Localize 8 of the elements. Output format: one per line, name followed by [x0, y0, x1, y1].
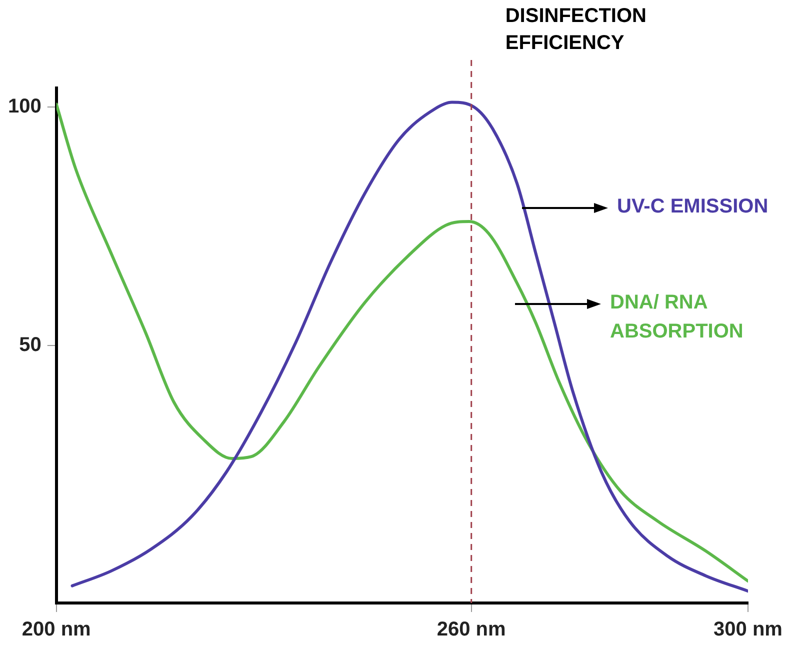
y-tick-label: 50 — [19, 334, 42, 356]
x-tick-label: 260 nm — [436, 618, 506, 641]
ref-line-label: DISINFECTION EFFICIENCY — [505, 5, 646, 54]
y-tick-label: 100 — [8, 96, 42, 118]
x-tick-label: 300 nm — [714, 618, 782, 641]
text: DNA/ RNA ABSORPTION — [610, 292, 744, 343]
x-tick-label: 200 nm — [22, 618, 91, 641]
text: UV-C EMISSION — [617, 196, 768, 218]
